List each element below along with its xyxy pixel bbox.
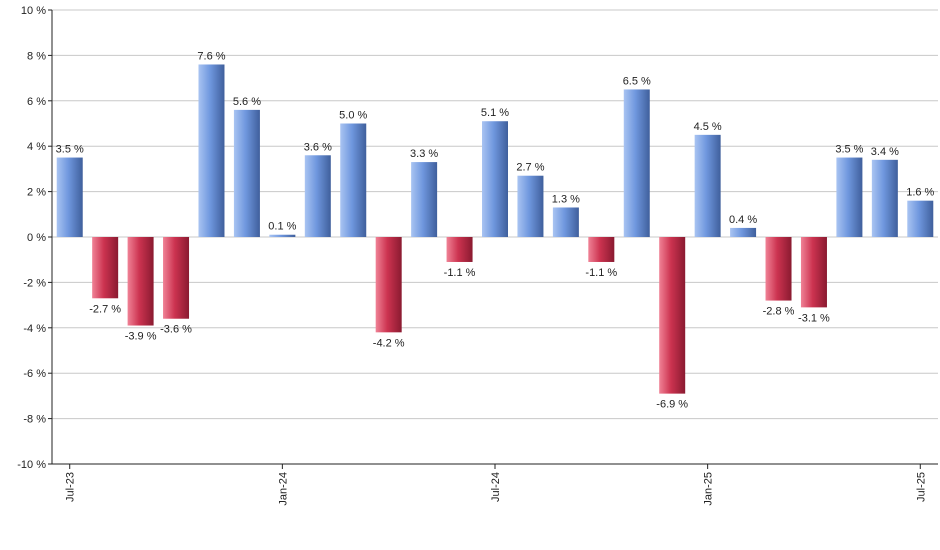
bar-2024-11: [623, 89, 650, 237]
data-label-2023-11: 7.6 %: [197, 50, 225, 62]
bar-2024-05: [411, 162, 438, 237]
data-label-2024-11: 6.5 %: [623, 75, 651, 87]
bar-2024-12: [659, 237, 686, 394]
data-label-2024-02: 3.6 %: [304, 141, 332, 153]
bar-2025-07: [907, 200, 934, 237]
y-tick-label: 8 %: [27, 50, 46, 62]
y-tick-label: -2 %: [23, 277, 46, 289]
data-label-2025-07: 1.6 %: [906, 187, 934, 199]
data-labels: 3.5 % -2.7 % -3.9 %-3.6 % 7.6 % 5.6 % 0.1 % 3.…: [56, 50, 935, 410]
x-tick-label: Jan-24: [277, 472, 289, 506]
bar-2024-04: [375, 237, 402, 333]
bars: [56, 64, 934, 394]
bar-2024-10: [588, 237, 615, 262]
x-tick-label: Jul-25: [915, 472, 927, 502]
data-label-2025-04: -3.1 %: [798, 312, 830, 324]
y-tick-label: -10 %: [17, 459, 46, 471]
bar-2025-04: [800, 237, 827, 308]
bar-2025-06: [871, 159, 898, 237]
y-tick-label: 0 %: [27, 232, 46, 244]
data-label-2023-09: -3.9 %: [125, 331, 157, 343]
data-label-2025-03: -2.8 %: [763, 306, 795, 318]
data-label-2025-06: 3.4 %: [871, 146, 899, 158]
bar-2024-03: [340, 123, 367, 237]
y-tick-label: 4 %: [27, 141, 46, 153]
data-label-2025-05: 3.5 %: [835, 144, 863, 156]
bar-2024-07: [482, 121, 508, 237]
data-label-2023-08: -2.7 %: [89, 303, 121, 315]
bar-2024-01: [269, 234, 296, 237]
y-tick-label: 6 %: [27, 96, 46, 108]
y-tick-label: -4 %: [23, 323, 46, 335]
bar-2023-10: [163, 237, 190, 319]
bar-2024-08: [517, 175, 544, 237]
data-label-2025-01: 4.5 %: [694, 121, 722, 133]
data-label-2024-04: -4.2 %: [373, 337, 405, 349]
data-label-2023-07: 3.5 %: [56, 144, 84, 156]
bar-2024-09: [552, 207, 579, 237]
data-label-2023-12: 5.6 %: [233, 96, 261, 108]
data-label-2025-02: 0.4 %: [729, 214, 757, 226]
x-tick-label: Jul-23: [65, 472, 77, 502]
bar-2024-06: [446, 237, 473, 262]
y-tick-label: 2 %: [27, 187, 46, 199]
y-tick-label: -8 %: [23, 414, 46, 426]
data-label-2024-03: 5.0 %: [339, 110, 367, 122]
bar-2023-11: [198, 64, 225, 237]
bar-2025-05: [836, 157, 863, 237]
data-label-2024-09: 1.3 %: [552, 193, 580, 205]
data-label-2023-10: -3.6 %: [160, 324, 192, 336]
bar-2023-08: [92, 237, 119, 299]
bar-2024-02: [304, 155, 331, 237]
data-label-2024-06: -1.1 %: [444, 267, 476, 279]
y-tick-label: 10 %: [21, 5, 46, 17]
data-label-2024-12: -6.9 %: [656, 399, 688, 411]
axes: 10 % 8 % 6 % 4 % 2 % 0 % -2 % -4 % -6 % -8 % -10 %…: [17, 5, 938, 506]
bar-2025-01: [694, 134, 721, 237]
data-label-2024-05: 3.3 %: [410, 148, 438, 160]
x-tick-label: Jan-25: [703, 472, 715, 506]
bar-2023-09: [127, 237, 154, 326]
bar-2025-03: [765, 237, 792, 301]
data-label-2024-08: 2.7 %: [516, 162, 544, 174]
data-label-2024-01: 0.1 %: [268, 221, 296, 233]
bar-2023-12: [233, 109, 260, 237]
bar-2023-07: [56, 157, 83, 237]
bar-2025-02: [730, 227, 757, 237]
x-tick-label: Jul-24: [490, 472, 502, 502]
data-label-2024-10: -1.1 %: [585, 267, 617, 279]
y-tick-label: -6 %: [23, 368, 46, 380]
data-label-2024-07: 5.1 %: [481, 107, 509, 119]
